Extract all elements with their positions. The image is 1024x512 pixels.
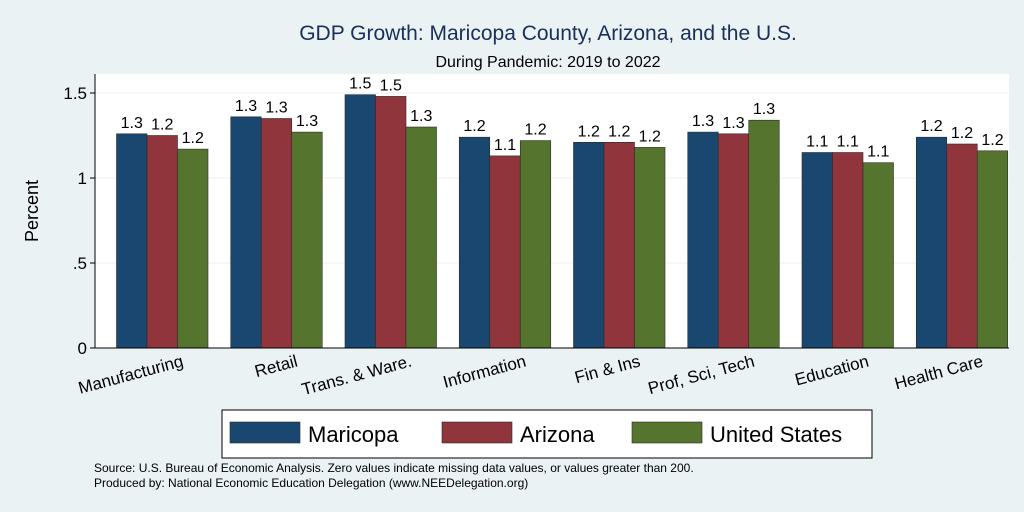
- bar-maricopa: [915, 136, 948, 349]
- y-axis-title: Percent: [22, 180, 42, 242]
- bar-maricopa: [573, 142, 605, 349]
- legend-label: Arizona: [520, 422, 595, 447]
- y-tick-label: .5: [73, 254, 87, 273]
- data-label: 1.2: [578, 123, 600, 140]
- bar-arizona: [489, 155, 521, 349]
- chart-title: GDP Growth: Maricopa County, Arizona, an…: [299, 22, 797, 45]
- bar-arizona: [260, 118, 293, 349]
- data-label: 1.5: [349, 76, 371, 93]
- bar-united-states: [976, 150, 1009, 349]
- legend-box: [221, 409, 873, 459]
- data-label: 1.1: [837, 134, 859, 151]
- data-label: 1.3: [753, 101, 775, 118]
- legend-swatch: [441, 421, 513, 444]
- bar-arizona: [375, 96, 407, 349]
- data-label: 1.2: [920, 118, 942, 135]
- bar-arizona: [832, 152, 864, 349]
- bar-united-states: [862, 162, 894, 349]
- legend-swatch: [631, 421, 703, 444]
- bar-maricopa: [687, 131, 719, 349]
- y-tick-label: 1: [78, 169, 87, 188]
- data-label: 1.2: [182, 130, 204, 147]
- bar-maricopa: [230, 116, 262, 349]
- data-label: 1.2: [463, 118, 485, 135]
- bar-maricopa: [344, 94, 376, 349]
- producer-note: Produced by: National Economic Education…: [94, 476, 528, 490]
- data-label: 1.3: [692, 113, 714, 130]
- data-label: 1.2: [639, 128, 661, 145]
- bar-united-states: [405, 126, 437, 349]
- y-tick-label: 0: [78, 339, 87, 358]
- data-label: 1.3: [121, 115, 143, 132]
- bar-maricopa: [801, 152, 833, 349]
- legend-swatch: [229, 421, 301, 444]
- data-label: 1.5: [380, 77, 402, 94]
- data-labels: 1.3 1.2 1.2 1.3 1.3 1.3 1.5 1.5 1.3 1.2 1.1 1.2 1.2 1…: [121, 76, 1004, 161]
- bar-maricopa: [116, 133, 148, 349]
- chart-subtitle: During Pandemic: 2019 to 2022: [435, 54, 660, 71]
- bar-united-states: [291, 131, 323, 349]
- data-label: 1.3: [410, 108, 432, 125]
- bar-united-states: [634, 147, 666, 349]
- legend-label: United States: [710, 422, 842, 447]
- y-axis-ticks: 0 .5 1 1.5: [63, 84, 95, 358]
- data-label: 1.2: [981, 132, 1003, 149]
- legend: Maricopa Arizona United States: [229, 421, 842, 447]
- data-label: 1.3: [235, 98, 257, 115]
- data-label: 1.1: [867, 144, 889, 161]
- y-tick-label: 1.5: [63, 84, 87, 103]
- bar-arizona: [603, 142, 635, 349]
- data-label: 1.3: [265, 100, 287, 117]
- bar-maricopa: [458, 136, 491, 349]
- bar-arizona: [717, 133, 750, 349]
- bar-united-states: [748, 119, 780, 349]
- bar-arizona: [146, 135, 178, 349]
- data-label: 1.2: [608, 123, 630, 140]
- data-label: 1.3: [296, 113, 318, 130]
- data-label: 1.2: [951, 125, 973, 142]
- legend-label: Maricopa: [308, 422, 399, 447]
- bar-arizona: [946, 143, 978, 349]
- data-label: 1.1: [494, 137, 516, 154]
- data-label: 1.1: [806, 134, 828, 151]
- bar-united-states: [519, 140, 552, 349]
- data-label: 1.3: [722, 115, 744, 132]
- data-label: 1.2: [151, 117, 173, 134]
- bar-united-states: [177, 148, 209, 349]
- source-note: Source: U.S. Bureau of Economic Analysis…: [94, 461, 694, 475]
- data-label: 1.2: [524, 122, 546, 139]
- bars: [116, 94, 1009, 349]
